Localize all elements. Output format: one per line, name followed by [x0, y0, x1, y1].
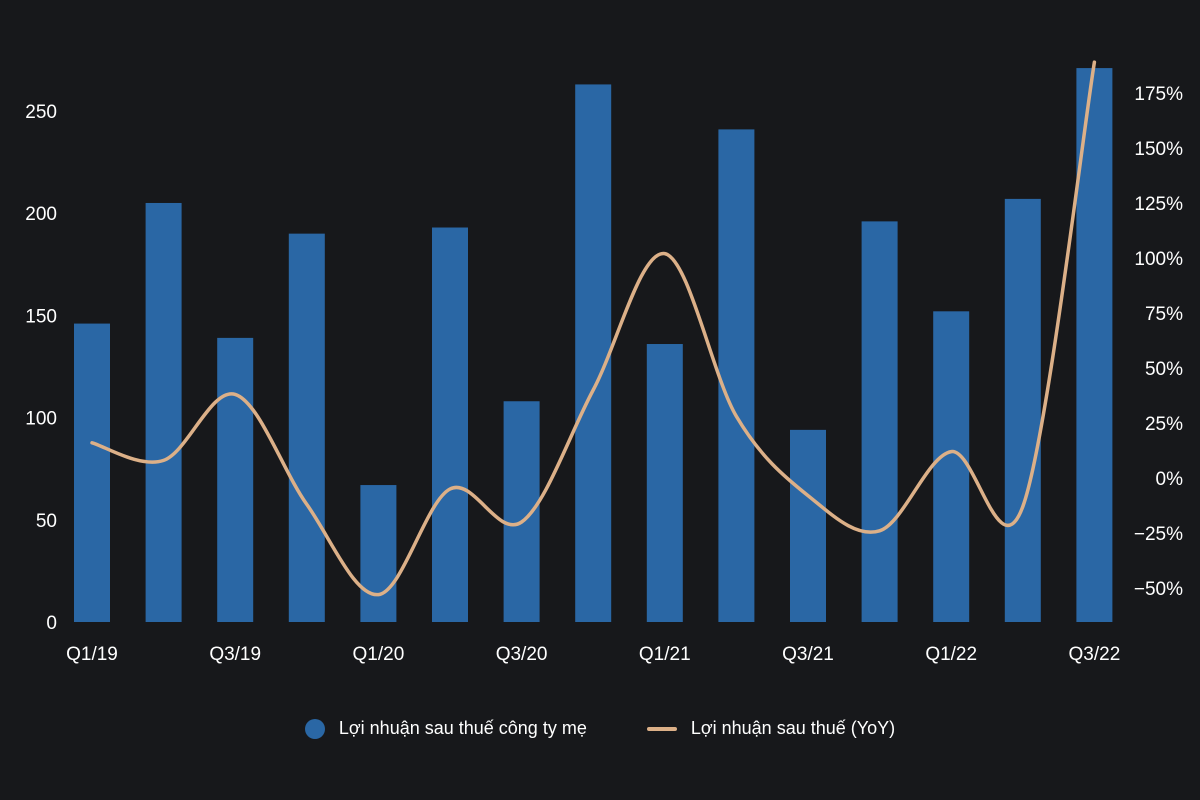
line-layer	[90, 60, 1097, 597]
legend-item-line-series[interactable]: Lợi nhuận sau thuế (YoY)	[646, 718, 896, 739]
bar-Q1-22[interactable]	[933, 311, 970, 622]
legend-bar-label: Lợi nhuận sau thuế công ty mẹ	[338, 718, 587, 738]
legend-line-swatch	[646, 726, 677, 731]
left-tick-label: 100	[25, 409, 57, 430]
bar-Q1-21[interactable]	[646, 344, 683, 622]
x-tick-label: Q1/21	[639, 644, 691, 665]
right-tick-label: 175%	[1134, 84, 1183, 105]
bar-Q4-20[interactable]	[575, 84, 612, 623]
right-y-axis: −50% −25% 0% 25% 50% 75% 100% 125% 150% 175%	[1134, 84, 1183, 600]
bar-Q3-21[interactable]	[790, 429, 826, 622]
left-tick-label: 50	[36, 511, 57, 532]
bars-layer	[74, 68, 1113, 623]
bar-Q1-19[interactable]	[74, 323, 110, 622]
right-tick-label: 0%	[1156, 469, 1184, 490]
x-axis: Q1/19 Q3/19 Q1/20 Q3/20 Q1/21 Q3/21 Q1/22 Q3/22	[66, 644, 1120, 665]
right-tick-label: 125%	[1134, 194, 1183, 215]
legend-bar-swatch	[304, 718, 325, 739]
bar-Q2-22[interactable]	[1004, 198, 1041, 622]
left-tick-label: 0	[46, 613, 57, 634]
x-tick-label: Q1/22	[925, 644, 977, 665]
x-tick-label: Q3/22	[1069, 644, 1121, 665]
bar-Q2-20[interactable]	[432, 227, 468, 622]
bar-Q4-21[interactable]	[861, 221, 898, 622]
right-tick-label: 75%	[1145, 304, 1183, 325]
x-tick-label: Q3/21	[782, 644, 834, 665]
bar-Q2-19[interactable]	[145, 202, 182, 623]
left-tick-label: 200	[25, 204, 57, 225]
left-tick-label: 250	[25, 102, 57, 123]
x-tick-label: Q1/19	[66, 644, 118, 665]
right-tick-label: −25%	[1134, 524, 1183, 545]
right-tick-label: 100%	[1134, 249, 1183, 270]
bar-Q3-20[interactable]	[503, 401, 540, 622]
x-tick-label: Q3/20	[496, 644, 548, 665]
left-y-axis: 0 50 100 150 200 250	[25, 102, 57, 634]
right-tick-label: 150%	[1134, 139, 1183, 160]
x-tick-label: Q1/20	[353, 644, 405, 665]
left-tick-label: 150	[25, 306, 57, 327]
right-tick-label: 25%	[1145, 414, 1183, 435]
bar-Q1-20[interactable]	[360, 485, 397, 622]
right-tick-label: 50%	[1145, 359, 1183, 380]
bar-Q4-19[interactable]	[288, 233, 325, 622]
legend-line-label: Lợi nhuận sau thuế (YoY)	[690, 718, 896, 738]
legend-item-bar-series[interactable]: Lợi nhuận sau thuế công ty mẹ	[304, 718, 587, 739]
bar-Q2-21[interactable]	[718, 129, 755, 622]
legend: Lợi nhuận sau thuế công ty mẹ Lợi nhuận …	[0, 718, 1200, 739]
x-tick-label: Q3/19	[209, 644, 261, 665]
yoy-line[interactable]	[90, 60, 1097, 597]
right-tick-label: −50%	[1134, 579, 1183, 600]
bar-Q3-19[interactable]	[217, 337, 254, 622]
